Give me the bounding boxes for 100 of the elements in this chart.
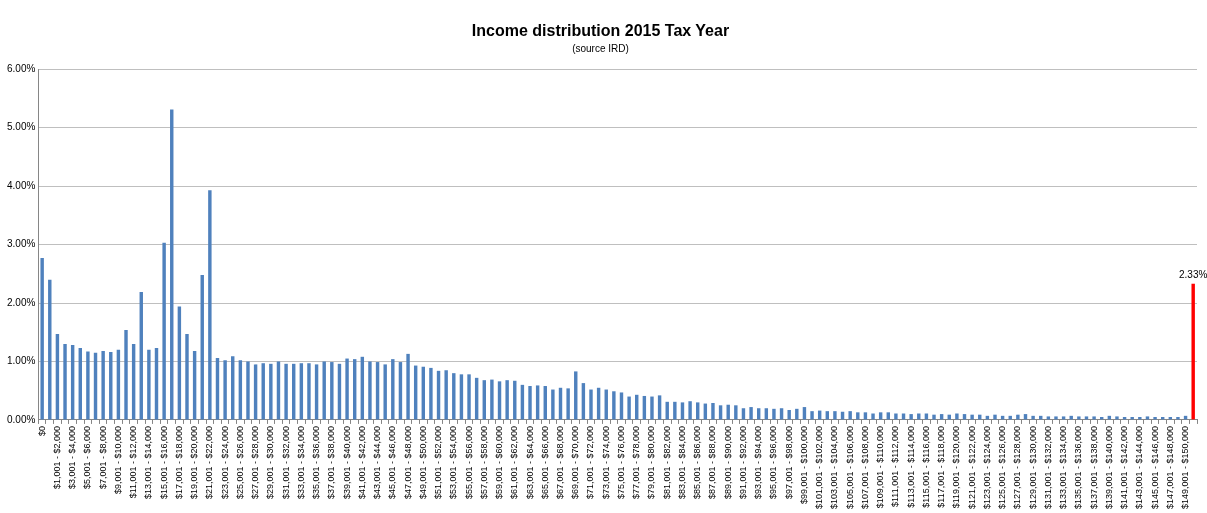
x-tick-label: $3,001 - $4,000	[67, 425, 78, 489]
x-tick-label: $17,001 - $18,000	[173, 425, 184, 499]
x-tick-label: $147,001 - $148,000	[1164, 425, 1175, 509]
bar	[551, 389, 555, 420]
chart-subtitle: (source IRD)	[572, 42, 629, 54]
x-tick-label: $45,001 - $46,000	[387, 425, 398, 499]
bar	[848, 411, 852, 420]
bar	[444, 370, 448, 420]
x-tick-label: $107,001 - $108,000	[859, 425, 870, 509]
bar	[1016, 414, 1020, 420]
x-tick-label: $13,001 - $14,000	[143, 425, 154, 499]
bar	[924, 413, 929, 420]
bar	[734, 405, 738, 420]
bar	[901, 413, 906, 420]
data-label: 2.33%	[1179, 269, 1207, 281]
bar	[711, 402, 715, 420]
x-tick-label: $71,001 - $72,000	[585, 425, 596, 499]
x-tick-label: $81,001 - $82,000	[661, 425, 672, 499]
bar	[223, 360, 227, 420]
bar	[894, 413, 898, 420]
bar	[246, 361, 250, 420]
bar	[856, 412, 860, 420]
bar	[86, 351, 90, 420]
x-tick-label: $75,001 - $76,000	[615, 425, 626, 499]
x-tick-label: $123,001 - $124,000	[981, 425, 992, 509]
bar	[795, 408, 799, 420]
bar	[406, 353, 410, 420]
bar	[1054, 416, 1058, 420]
x-tick-label: $135,001 - $136,000	[1073, 425, 1084, 509]
x-tick-label: $117,001 - $118,000	[936, 425, 947, 508]
x-tick-label: $5,001 - $6,000	[82, 425, 93, 489]
bar	[505, 380, 509, 420]
x-tick-label: $35,001 - $36,000	[311, 425, 322, 499]
x-tick-label: $127,001 - $128,000	[1012, 425, 1023, 509]
bar	[932, 414, 936, 420]
x-tick-label: $111,001 - $112,000	[890, 425, 901, 507]
bar	[749, 407, 753, 420]
x-tick-label: $1,001 - $2,000	[51, 425, 62, 489]
x-tick-label: $115,001 - $116,000	[920, 425, 931, 508]
y-tick-label: 5.00%	[7, 121, 36, 133]
bar	[124, 329, 128, 420]
x-tick-label: $73,001 - $74,000	[600, 425, 611, 499]
y-tick-label: 2.00%	[7, 296, 36, 308]
x-tick-label: $27,001 - $28,000	[250, 425, 261, 499]
bar	[970, 414, 974, 420]
x-tick-label: $25,001 - $26,000	[234, 425, 245, 499]
bar	[1138, 417, 1142, 420]
bar	[627, 396, 631, 420]
bar	[208, 190, 212, 420]
y-tick-label: 1.00%	[7, 355, 36, 367]
bar	[284, 363, 288, 420]
x-tick-label: $133,001 - $134,000	[1058, 425, 1069, 509]
x-tick-label: $119,001 - $120,000	[951, 425, 962, 509]
bar	[1046, 416, 1051, 420]
x-tick-label: $105,001 - $106,000	[844, 425, 855, 509]
bar	[589, 389, 593, 420]
bar	[330, 362, 334, 420]
bar	[1191, 283, 1195, 420]
x-tick-label: $49,001 - $50,000	[417, 425, 428, 499]
bar	[726, 404, 730, 420]
bar	[1061, 416, 1066, 420]
x-tick-label: $125,001 - $126,000	[997, 425, 1008, 509]
x-tick-label: $47,001 - $48,000	[402, 425, 413, 499]
x-tick-label: $31,001 - $32,000	[280, 425, 291, 499]
x-tick-label: $0	[36, 425, 47, 436]
x-tick-label: $79,001 - $80,000	[646, 425, 657, 499]
bar	[909, 414, 913, 420]
bar	[345, 358, 349, 420]
chart-title: Income distribution 2015 Tax Year	[471, 22, 730, 40]
x-tick-label: $51,001 - $52,000	[433, 425, 444, 499]
bar	[772, 408, 776, 420]
x-tick-label: $77,001 - $78,000	[631, 425, 642, 499]
bar	[612, 391, 616, 420]
bar	[1092, 416, 1096, 420]
bar	[467, 374, 471, 420]
bar	[1031, 415, 1035, 420]
bar	[566, 388, 570, 420]
x-tick-label: $101,001 - $102,000	[814, 425, 825, 509]
x-tick-label: $109,001 - $110,000	[875, 425, 886, 509]
bar	[147, 349, 151, 420]
bar	[1077, 416, 1081, 420]
x-tick-label: $69,001 - $70,000	[570, 425, 581, 499]
bar	[269, 363, 273, 420]
x-tick-label: $95,001 - $96,000	[768, 425, 779, 499]
x-tick-label: $19,001 - $20,000	[189, 425, 200, 499]
bar	[40, 258, 44, 420]
x-tick-label: $131,001 - $132,000	[1042, 425, 1053, 509]
x-tick-label: $89,001 - $90,000	[722, 425, 733, 499]
bar	[1084, 416, 1089, 420]
y-tick-label: 6.00%	[7, 62, 36, 74]
bar	[391, 359, 395, 420]
x-tick-label: $99,001 - $100,000	[798, 425, 809, 504]
bar	[101, 350, 105, 420]
x-tick-label: $55,001 - $56,000	[463, 425, 474, 499]
bar	[650, 396, 654, 420]
x-tick-label: $141,001 - $142,000	[1119, 425, 1130, 509]
x-tick-label: $129,001 - $130,000	[1027, 425, 1038, 509]
bar	[48, 279, 52, 420]
bar	[955, 413, 959, 420]
x-tick-label: $63,001 - $64,000	[524, 425, 535, 499]
